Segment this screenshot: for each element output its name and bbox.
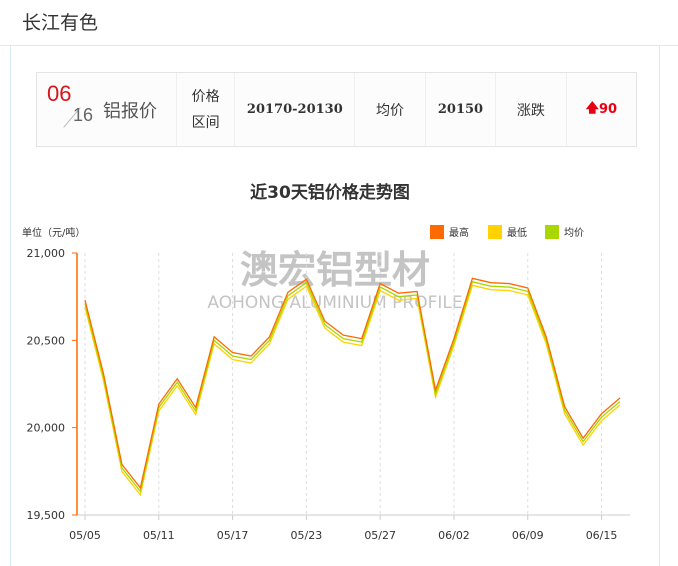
change-label: 涨跌 — [495, 73, 565, 146]
price-bar: 06 16 铝报价 价格 区间 20170-20130 均价 20150 涨跌 … — [36, 72, 637, 147]
legend-swatch — [545, 224, 559, 239]
legend-label: 最高 — [449, 228, 469, 239]
watermark-en: AOHONG ALUMINIUM PROFILE — [207, 293, 462, 313]
y-tick-label: 21,000 — [27, 247, 66, 260]
divider — [0, 45, 678, 46]
chart-title: 近30天铝价格走势图 — [250, 183, 410, 203]
range-label-2: 区间 — [191, 114, 220, 131]
range-label-1: 价格 — [191, 88, 220, 105]
x-tick-label: 06/09 — [512, 529, 544, 542]
series-line-0 — [84, 277, 621, 490]
avg-label: 均价 — [354, 73, 424, 146]
legend-item-low[interactable]: 最低 — [488, 224, 527, 239]
date-box: 06 16 铝报价 — [37, 73, 176, 146]
legend-swatch — [488, 224, 502, 239]
month: 06 — [47, 81, 72, 106]
x-tick-label: 05/17 — [217, 529, 249, 542]
quote-title: 铝报价 — [103, 101, 157, 122]
change-value: 🡅 90 — [565, 73, 636, 146]
x-tick-label: 05/23 — [291, 529, 323, 542]
range-value: 20170-20130 — [234, 73, 354, 146]
x-tick-label: 05/27 — [364, 529, 396, 542]
legend-label: 均价 — [564, 228, 584, 239]
x-tick-label: 06/02 — [438, 529, 470, 542]
change-number: 90 — [598, 102, 618, 117]
legend-swatch — [430, 224, 444, 239]
y-tick-label: 20,000 — [27, 422, 66, 435]
legend-item-high[interactable]: 最高 — [430, 224, 469, 239]
legend-label: 最低 — [507, 228, 527, 239]
x-tick-label: 05/11 — [143, 529, 175, 542]
y-tick-label: 20,500 — [27, 334, 66, 347]
arrow-up-icon: 🡅 — [585, 100, 599, 116]
y-axis-unit: 单位（元/吨） — [22, 228, 86, 239]
range-label: 价格 区间 — [175, 73, 235, 146]
day: 16 — [73, 105, 94, 125]
legend-item-avg[interactable]: 均价 — [545, 224, 584, 239]
series-line-2 — [84, 281, 621, 493]
y-tick-label: 19,500 — [27, 509, 66, 522]
watermark-cn: 澳宏铝型材 — [240, 248, 430, 292]
avg-value: 20150 — [424, 73, 495, 146]
content-panel — [10, 46, 660, 566]
x-tick-label: 05/05 — [69, 529, 101, 542]
series-line-1 — [84, 284, 621, 497]
page-title: 长江有色 — [22, 12, 99, 34]
x-tick-label: 06/15 — [586, 529, 618, 542]
